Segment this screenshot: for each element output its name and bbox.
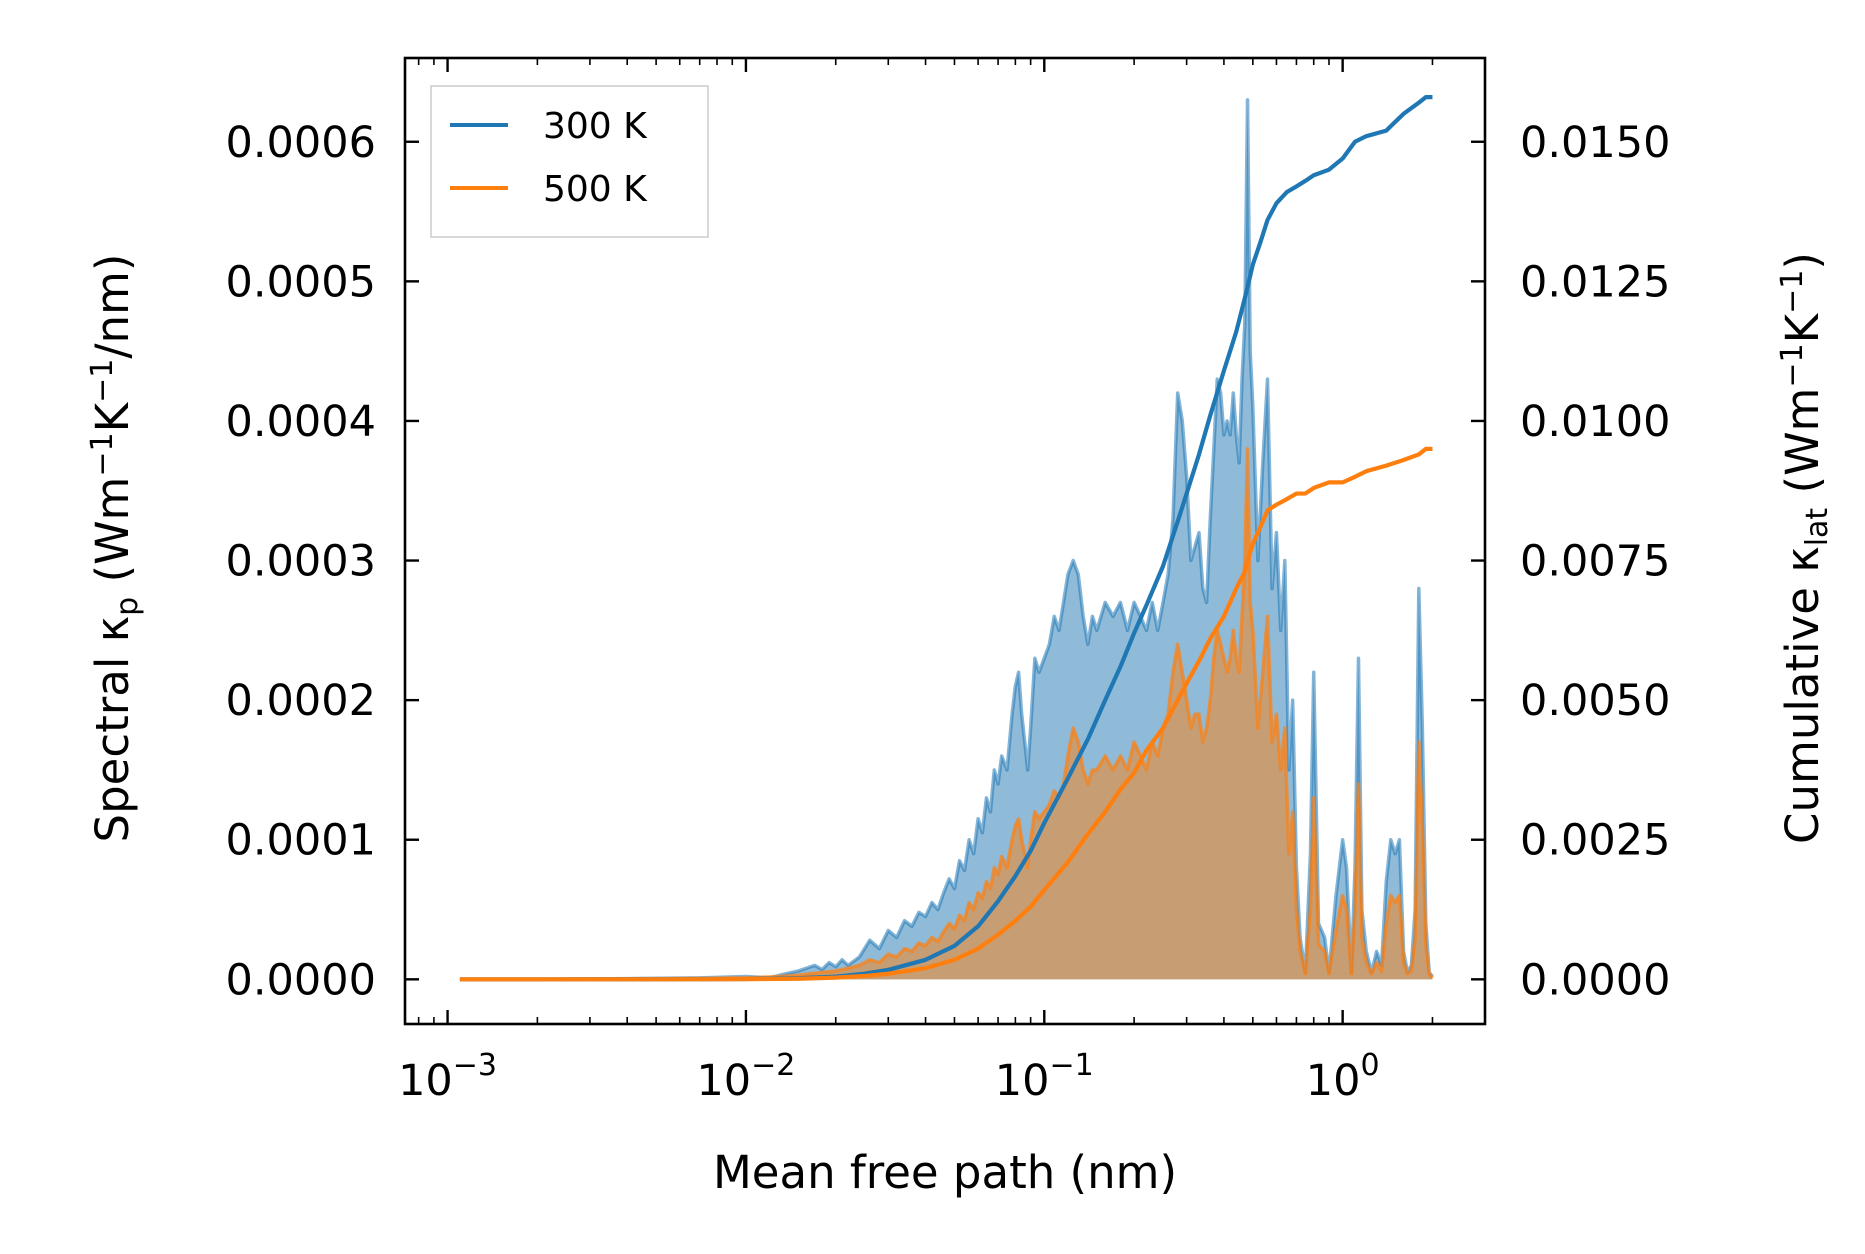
right-ylabel-sub: lat [1800,508,1835,547]
x-tick-label: 10−2 [696,1048,795,1106]
y-left-tick-label: 0.0004 [226,397,376,447]
plot-area [459,94,1434,982]
left-ylabel-pre: Spectral κ [86,616,139,843]
y-left-tick-label: 0.0003 [226,537,376,587]
x-tick-exponent: −3 [453,1048,497,1083]
right-ylabel-sup1: −1 [1775,343,1810,387]
right-ylabel-end: ) [1776,252,1829,270]
left-ylabel-end: /nm) [86,254,139,359]
right-ylabel-pre: Cumulative κ [1776,546,1829,844]
legend-label-500K: 500 K [543,169,648,210]
legend-label-300K: 300 K [543,106,648,147]
x-tick-exponent: −1 [1050,1048,1094,1083]
plot-frame [403,56,1487,1026]
legend-box [430,85,709,238]
axis-tick-labels: 10−3 10−2 10−1 1000.00000.00010.00020.00030… [226,118,1671,1106]
y-right-tick-label: 0.0150 [1520,118,1670,168]
x-tick-base: 10 [398,1056,453,1106]
y-right-tick-label: 0.0125 [1520,257,1670,307]
x-tick-label: 10−3 [398,1048,497,1106]
y-left-tick-label: 0.0000 [226,955,376,1005]
y-left-tick-label: 0.0001 [226,816,376,866]
cumulative-line-300K [459,94,1433,982]
left-y-axis-label: Spectral κp (Wm−1K−1/nm) [85,254,145,843]
x-tick-base: 10 [995,1056,1050,1106]
right-ylabel-mid: K [1776,312,1829,343]
y-right-tick-label: 0.0050 [1520,676,1670,726]
x-tick-exponent: −2 [751,1048,795,1083]
x-tick-exponent: 0 [1360,1048,1379,1083]
x-tick-base: 10 [696,1056,751,1106]
legend: 300 K 500 K [430,85,709,238]
right-ylabel-sup2: −1 [1775,270,1810,314]
spectral-fill-500K [459,448,1433,980]
x-tick-base: 10 [1306,1056,1361,1106]
y-left-tick-label: 0.0006 [226,118,376,168]
right-y-axis-label: Cumulative κlat (Wm−1K−1) [1775,252,1835,844]
x-tick-label: 100 [1306,1048,1380,1106]
y-right-tick-label: 0.0075 [1520,537,1670,587]
left-ylabel-post: (Wm [86,477,139,597]
left-ylabel-sup2: −1 [85,359,120,403]
y-right-tick-label: 0.0000 [1520,955,1670,1005]
cumulative-line-500K [459,446,1433,982]
right-ylabel-post: (Wm [1776,388,1829,508]
left-ylabel-sub: p [110,597,145,616]
y-right-tick-label: 0.0025 [1520,816,1670,866]
y-left-tick-label: 0.0005 [226,257,376,307]
x-tick-label: 10−1 [995,1048,1094,1106]
x-axis-label: Mean free path (nm) [713,1146,1177,1199]
left-ylabel-sup1: −1 [85,432,120,476]
spectral-edge-300K [459,98,1434,982]
left-ylabel-mid: K [86,401,139,432]
y-left-tick-label: 0.0002 [226,676,376,726]
y-right-tick-label: 0.0100 [1520,397,1670,447]
